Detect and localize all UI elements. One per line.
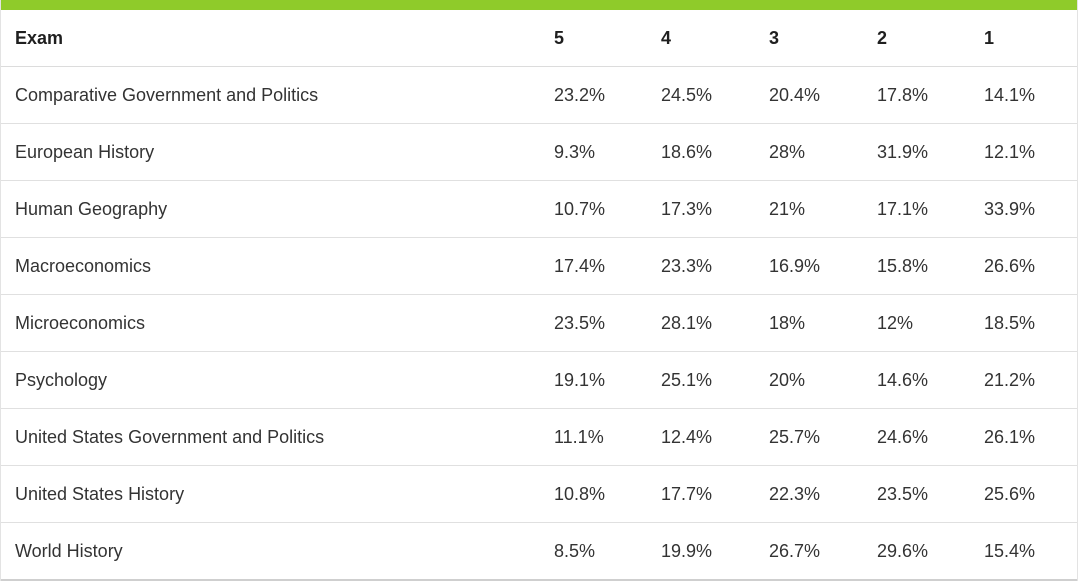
score-4-percent: 28.1% xyxy=(647,294,755,352)
score-2-percent: 24.6% xyxy=(863,408,970,466)
score-3-percent: 26.7% xyxy=(755,522,863,581)
score-3-percent: 22.3% xyxy=(755,465,863,523)
score-4-percent: 25.1% xyxy=(647,351,755,409)
score-2-percent: 17.1% xyxy=(863,180,970,238)
score-4-percent: 17.3% xyxy=(647,180,755,238)
score-5-percent: 10.8% xyxy=(540,465,647,523)
table-row: Comparative Government and Politics 23.2… xyxy=(1,66,1077,124)
score-1-percent: 26.1% xyxy=(970,408,1077,466)
table-row: World History 8.5% 19.9% 26.7% 29.6% 15.… xyxy=(1,522,1077,581)
score-5-percent: 11.1% xyxy=(540,408,647,466)
score-3-percent: 28% xyxy=(755,123,863,181)
score-5-percent: 17.4% xyxy=(540,237,647,295)
header-score-5: 5 xyxy=(540,10,647,67)
exam-name: Psychology xyxy=(1,351,540,409)
score-2-percent: 15.8% xyxy=(863,237,970,295)
score-1-percent: 15.4% xyxy=(970,522,1077,581)
score-1-percent: 33.9% xyxy=(970,180,1077,238)
accent-bar xyxy=(1,0,1077,10)
header-score-3: 3 xyxy=(755,10,863,67)
score-5-percent: 9.3% xyxy=(540,123,647,181)
score-3-percent: 25.7% xyxy=(755,408,863,466)
header-score-1: 1 xyxy=(970,10,1077,67)
score-5-percent: 23.5% xyxy=(540,294,647,352)
score-1-percent: 25.6% xyxy=(970,465,1077,523)
score-2-percent: 12% xyxy=(863,294,970,352)
score-5-percent: 19.1% xyxy=(540,351,647,409)
table-row: United States Government and Politics 11… xyxy=(1,408,1077,466)
score-4-percent: 19.9% xyxy=(647,522,755,581)
score-4-percent: 23.3% xyxy=(647,237,755,295)
score-2-percent: 23.5% xyxy=(863,465,970,523)
score-3-percent: 21% xyxy=(755,180,863,238)
score-distribution-table: Exam 5 4 3 2 1 Comparative Government an… xyxy=(1,10,1077,581)
score-3-percent: 20% xyxy=(755,351,863,409)
score-4-percent: 12.4% xyxy=(647,408,755,466)
exam-name: Human Geography xyxy=(1,180,540,238)
score-1-percent: 26.6% xyxy=(970,237,1077,295)
score-1-percent: 12.1% xyxy=(970,123,1077,181)
table-row: Microeconomics 23.5% 28.1% 18% 12% 18.5% xyxy=(1,294,1077,352)
score-5-percent: 8.5% xyxy=(540,522,647,581)
score-2-percent: 14.6% xyxy=(863,351,970,409)
score-5-percent: 23.2% xyxy=(540,66,647,124)
exam-name: World History xyxy=(1,522,540,581)
score-4-percent: 24.5% xyxy=(647,66,755,124)
score-5-percent: 10.7% xyxy=(540,180,647,238)
exam-name: United States Government and Politics xyxy=(1,408,540,466)
score-1-percent: 21.2% xyxy=(970,351,1077,409)
exam-name: Microeconomics xyxy=(1,294,540,352)
header-exam: Exam xyxy=(1,10,540,67)
exam-name: Comparative Government and Politics xyxy=(1,66,540,124)
table-header: Exam 5 4 3 2 1 xyxy=(1,10,1077,67)
score-2-percent: 17.8% xyxy=(863,66,970,124)
table-body: Comparative Government and Politics 23.2… xyxy=(1,66,1077,581)
score-2-percent: 29.6% xyxy=(863,522,970,581)
table-row: United States History 10.8% 17.7% 22.3% … xyxy=(1,465,1077,523)
score-4-percent: 17.7% xyxy=(647,465,755,523)
score-1-percent: 14.1% xyxy=(970,66,1077,124)
score-3-percent: 18% xyxy=(755,294,863,352)
score-3-percent: 16.9% xyxy=(755,237,863,295)
table-row: Psychology 19.1% 25.1% 20% 14.6% 21.2% xyxy=(1,351,1077,409)
score-1-percent: 18.5% xyxy=(970,294,1077,352)
score-3-percent: 20.4% xyxy=(755,66,863,124)
header-score-4: 4 xyxy=(647,10,755,67)
exam-name: United States History xyxy=(1,465,540,523)
score-2-percent: 31.9% xyxy=(863,123,970,181)
exam-name: Macroeconomics xyxy=(1,237,540,295)
table-row: Human Geography 10.7% 17.3% 21% 17.1% 33… xyxy=(1,180,1077,238)
exam-name: European History xyxy=(1,123,540,181)
table-row: Macroeconomics 17.4% 23.3% 16.9% 15.8% 2… xyxy=(1,237,1077,295)
header-score-2: 2 xyxy=(863,10,970,67)
header-row: Exam 5 4 3 2 1 xyxy=(1,10,1077,67)
score-4-percent: 18.6% xyxy=(647,123,755,181)
table-row: European History 9.3% 18.6% 28% 31.9% 12… xyxy=(1,123,1077,181)
